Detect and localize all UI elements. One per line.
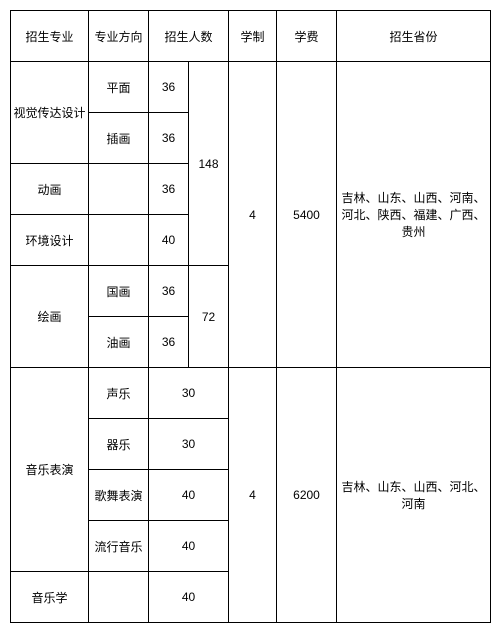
cell-fee: 6200 <box>277 368 337 623</box>
cell-major: 环境设计 <box>11 215 89 266</box>
admission-table: 招生专业 专业方向 招生人数 学制 学费 招生省份 视觉传达设计 平面 36 1… <box>10 10 491 623</box>
cell-count: 36 <box>149 317 189 368</box>
cell-count: 30 <box>149 368 229 419</box>
cell-major: 音乐学 <box>11 572 89 623</box>
header-duration: 学制 <box>229 11 277 62</box>
table-header-row: 招生专业 专业方向 招生人数 学制 学费 招生省份 <box>11 11 491 62</box>
cell-direction: 器乐 <box>89 419 149 470</box>
cell-fee: 5400 <box>277 62 337 368</box>
cell-province: 吉林、山东、山西、河南、河北、陕西、福建、广西、贵州 <box>337 62 491 368</box>
cell-direction: 油画 <box>89 317 149 368</box>
header-fee: 学费 <box>277 11 337 62</box>
header-province: 招生省份 <box>337 11 491 62</box>
table-row: 音乐表演 声乐 30 4 6200 吉林、山东、山西、河北、河南 <box>11 368 491 419</box>
cell-count: 40 <box>149 521 229 572</box>
cell-major: 动画 <box>11 164 89 215</box>
cell-province: 吉林、山东、山西、河北、河南 <box>337 368 491 623</box>
cell-count: 36 <box>149 62 189 113</box>
cell-direction: 歌舞表演 <box>89 470 149 521</box>
table-row: 视觉传达设计 平面 36 148 4 5400 吉林、山东、山西、河南、河北、陕… <box>11 62 491 113</box>
cell-duration: 4 <box>229 368 277 623</box>
cell-count: 36 <box>149 164 189 215</box>
cell-count: 40 <box>149 572 229 623</box>
cell-major: 音乐表演 <box>11 368 89 572</box>
cell-direction: 流行音乐 <box>89 521 149 572</box>
cell-duration: 4 <box>229 62 277 368</box>
cell-count: 30 <box>149 419 229 470</box>
cell-count: 36 <box>149 266 189 317</box>
cell-direction: 平面 <box>89 62 149 113</box>
cell-direction <box>89 164 149 215</box>
cell-direction <box>89 572 149 623</box>
cell-count: 40 <box>149 470 229 521</box>
cell-direction: 声乐 <box>89 368 149 419</box>
cell-direction <box>89 215 149 266</box>
cell-direction: 国画 <box>89 266 149 317</box>
header-major: 招生专业 <box>11 11 89 62</box>
header-count: 招生人数 <box>149 11 229 62</box>
cell-major: 绘画 <box>11 266 89 368</box>
cell-subtotal: 72 <box>189 266 229 368</box>
cell-direction: 插画 <box>89 113 149 164</box>
cell-major: 视觉传达设计 <box>11 62 89 164</box>
cell-subtotal: 148 <box>189 62 229 266</box>
cell-count: 36 <box>149 113 189 164</box>
cell-count: 40 <box>149 215 189 266</box>
header-direction: 专业方向 <box>89 11 149 62</box>
